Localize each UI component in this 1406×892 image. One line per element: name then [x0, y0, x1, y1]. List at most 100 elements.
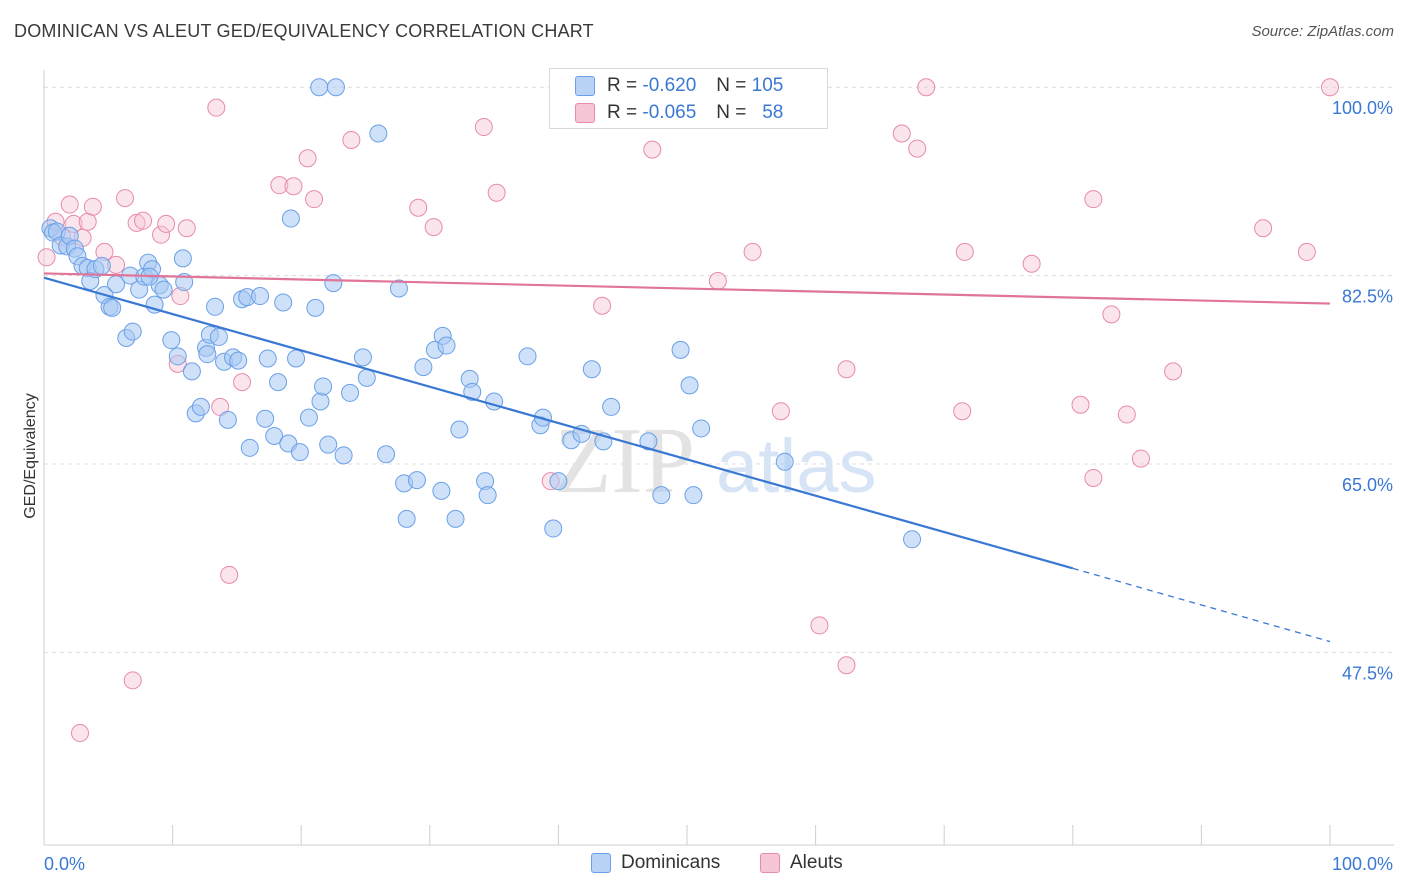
- y-tick-label: 82.5%: [1342, 287, 1393, 307]
- dominican-point: [775, 452, 794, 471]
- legend-item-dominicans: Dominicans: [591, 852, 720, 874]
- aleut-point: [233, 373, 252, 392]
- dominican-point: [206, 297, 225, 316]
- dominican-point: [389, 279, 408, 298]
- dominican-point: [287, 349, 306, 368]
- aleut-point: [1084, 190, 1103, 209]
- aleut-point: [474, 118, 493, 137]
- aleut-point: [1102, 305, 1121, 324]
- axes: [43, 70, 1394, 846]
- dominican-point: [168, 347, 187, 366]
- n-value: 105: [751, 75, 784, 96]
- dominicans-trend-line: [43, 276, 1074, 570]
- dominican-point: [671, 340, 690, 359]
- watermark: ZIP atlas: [554, 409, 877, 513]
- dominican-point: [269, 373, 288, 392]
- aleut-point: [837, 360, 856, 379]
- dominican-point: [209, 327, 228, 346]
- aleut-point: [743, 242, 762, 261]
- dominican-point: [903, 530, 922, 549]
- aleut-point: [708, 271, 727, 290]
- aleut-point: [152, 225, 171, 244]
- dominican-point: [652, 486, 671, 505]
- watermark-atlas: atlas: [716, 424, 877, 509]
- aleut-point: [305, 190, 324, 209]
- dominican-point: [324, 274, 343, 293]
- aleut-point: [593, 296, 612, 315]
- aleut-point: [123, 671, 142, 690]
- dominican-point: [265, 426, 284, 445]
- dominican-point: [258, 349, 277, 368]
- watermark-zip: ZIP: [554, 409, 695, 513]
- aleuts-legend-swatch: [760, 853, 780, 873]
- dominican-point: [274, 293, 293, 312]
- aleut-point: [1071, 395, 1090, 414]
- aleut-point: [917, 78, 936, 97]
- dominican-point: [572, 424, 591, 443]
- dominican-point: [397, 509, 416, 528]
- chart-title: DOMINICAN VS ALEUT GED/EQUIVALENCY CORRE…: [14, 21, 594, 41]
- dominican-point: [544, 519, 563, 538]
- dominican-point: [310, 78, 329, 97]
- dominican-point: [549, 472, 568, 491]
- aleut-point: [270, 176, 289, 195]
- dominican-point: [162, 331, 181, 350]
- dominican-point: [290, 443, 309, 462]
- n-label: N =: [716, 102, 747, 123]
- y-tick-label: 47.5%: [1342, 663, 1393, 683]
- aleut-point: [953, 402, 972, 421]
- source-label: Source: ZipAtlas.com: [1251, 23, 1394, 40]
- aleut-point: [157, 214, 176, 233]
- aleut-point: [409, 198, 428, 217]
- dominican-point: [256, 409, 275, 428]
- aleut-point: [424, 218, 443, 237]
- dominican-point: [684, 486, 703, 505]
- aleut-point: [116, 189, 135, 208]
- aleut-point: [127, 213, 146, 232]
- dominican-point: [182, 362, 201, 381]
- dominican-point: [198, 345, 217, 364]
- dominican-point: [251, 287, 270, 306]
- aleut-point: [284, 177, 303, 196]
- stats-row-aleuts: R = -0.065 N = 58: [575, 100, 783, 126]
- dominicans-legend-swatch: [591, 853, 611, 873]
- dominican-point: [306, 298, 325, 317]
- aleuts-trend-line: [43, 272, 1331, 305]
- aleut-point: [908, 139, 927, 158]
- dominican-point: [123, 322, 142, 341]
- dominican-point: [414, 358, 433, 377]
- dominican-point: [518, 347, 537, 366]
- aleut-point: [771, 402, 790, 421]
- dominicans-swatch: [575, 76, 595, 96]
- dominican-point: [299, 408, 318, 427]
- dominican-point: [218, 410, 237, 429]
- dominican-point: [692, 419, 711, 438]
- aleut-point: [37, 248, 56, 267]
- dominican-point: [450, 420, 469, 439]
- aleut-point: [83, 197, 102, 216]
- dominican-point: [326, 78, 345, 97]
- n-value: 58: [762, 102, 784, 123]
- gridlines: [44, 86, 1394, 653]
- aleut-point: [1022, 254, 1041, 273]
- aleut-point: [60, 195, 79, 214]
- aleut-point: [643, 140, 662, 159]
- dominican-point: [478, 486, 497, 505]
- dominican-point: [334, 446, 353, 465]
- aleut-point: [487, 183, 506, 202]
- tick-labels: 100.0% 82.5% 65.0% 47.5% 0.0% 100.0%: [44, 98, 1393, 874]
- aleut-point: [810, 616, 829, 635]
- aleut-point: [78, 212, 97, 231]
- dominican-point: [407, 471, 426, 490]
- x-tick-label: 0.0%: [44, 854, 85, 874]
- aleut-point: [1084, 468, 1103, 487]
- x-tick-label: 100.0%: [1332, 854, 1393, 874]
- dominican-point: [463, 382, 482, 401]
- aleuts-legend-label: Aleuts: [790, 852, 843, 873]
- aleut-point: [220, 565, 239, 584]
- dominican-point: [369, 124, 388, 143]
- aleut-point: [1321, 78, 1339, 97]
- dominican-point: [319, 435, 338, 454]
- dominican-point: [154, 280, 173, 299]
